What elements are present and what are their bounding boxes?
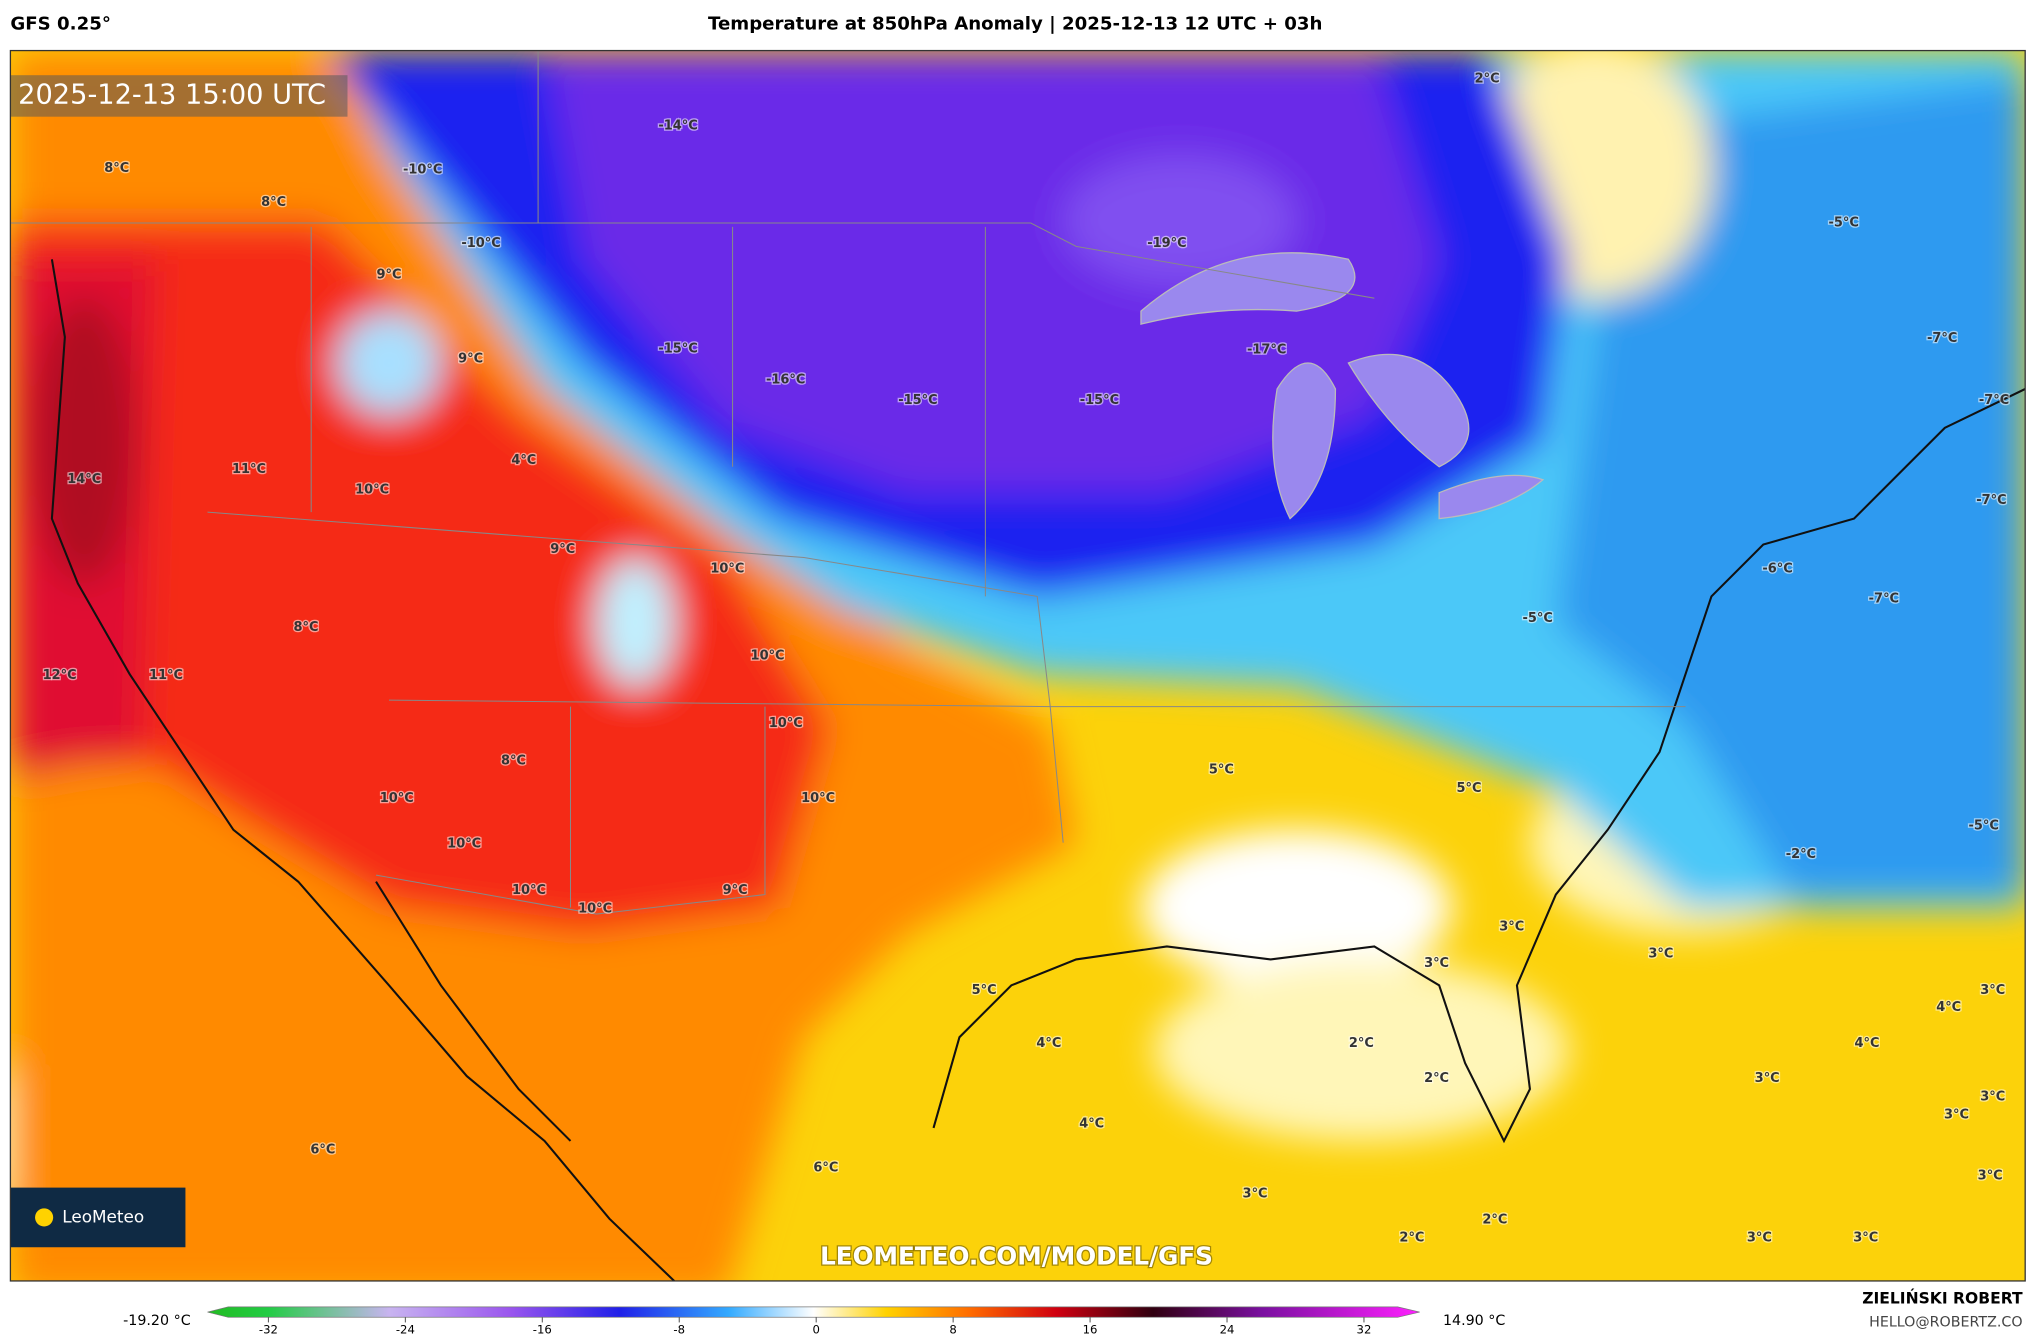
temperature-label: 3°C bbox=[1755, 1071, 1780, 1086]
author: ZIELIŃSKI ROBERT bbox=[1862, 1289, 2023, 1308]
temperature-label: -19°C bbox=[1147, 236, 1186, 251]
temperature-label: 8°C bbox=[261, 195, 286, 210]
temperature-label: 10°C bbox=[355, 483, 389, 498]
temperature-label: 2°C bbox=[1482, 1213, 1507, 1228]
temperature-label: 8°C bbox=[294, 620, 319, 635]
colorbar-tick-label: -24 bbox=[396, 1323, 415, 1337]
temperature-label: -15°C bbox=[898, 393, 937, 408]
colorbar-tick-label: -8 bbox=[673, 1323, 685, 1337]
colorbar-tick-label: 16 bbox=[1083, 1323, 1098, 1337]
temperature-label: 3°C bbox=[1980, 1089, 2005, 1104]
temperature-label: -10°C bbox=[403, 162, 442, 177]
map-labels: 8°C 8°C -10°C -14°C 2°C -10°C 9°C -19°C -5°C 9°C -… bbox=[41, 70, 2010, 1247]
temperature-label: -2°C bbox=[1786, 847, 1816, 862]
temperature-label: 11°C bbox=[149, 668, 183, 683]
temperature-label: -5°C bbox=[1523, 611, 1553, 626]
temperature-label: 9°C bbox=[376, 267, 401, 282]
temperature-label: 10°C bbox=[769, 716, 803, 731]
temperature-label: -17°C bbox=[1247, 343, 1286, 358]
temperature-label: 10°C bbox=[447, 837, 481, 852]
temperature-label: 11°C bbox=[232, 462, 266, 477]
temperature-label: 4°C bbox=[1855, 1036, 1880, 1051]
temperature-label: 3°C bbox=[1499, 920, 1524, 935]
temperature-label: 4°C bbox=[1079, 1117, 1104, 1132]
temperature-label: 3°C bbox=[1944, 1108, 1969, 1123]
temperature-label: -16°C bbox=[766, 372, 805, 387]
temperature-label: 14°C bbox=[67, 472, 101, 487]
temperature-label: 3°C bbox=[1980, 983, 2005, 998]
temperature-label: 9°C bbox=[458, 352, 483, 367]
temperature-label: -7°C bbox=[1976, 493, 2006, 508]
email: HELLO@ROBERTZ.CO bbox=[1869, 1314, 2022, 1330]
temperature-label: 5°C bbox=[972, 983, 997, 998]
temperature-label: 5°C bbox=[1209, 763, 1234, 778]
temperature-label: 5°C bbox=[1456, 781, 1481, 796]
temperature-label: -15°C bbox=[1080, 393, 1119, 408]
map: 2025-12-13 15:00 UTC 8°C 8°C -10°C -14°C 2°C… bbox=[10, 50, 2026, 1281]
temperature-label: 4°C bbox=[1036, 1036, 1061, 1051]
temperature-label: 6°C bbox=[813, 1161, 838, 1176]
temperature-label: -15°C bbox=[658, 341, 697, 356]
temperature-label: 10°C bbox=[710, 562, 744, 577]
temperature-label: 8°C bbox=[104, 161, 129, 176]
timestamp: 2025-12-13 15:00 UTC bbox=[18, 79, 326, 110]
colorbar-tick-label: -32 bbox=[259, 1323, 278, 1337]
temperature-label: -7°C bbox=[1927, 331, 1957, 346]
colorbar-tick-label: -16 bbox=[533, 1323, 552, 1337]
temperature-label: 2°C bbox=[1399, 1231, 1424, 1246]
temperature-label: 9°C bbox=[550, 542, 575, 557]
temperature-label: 10°C bbox=[801, 791, 835, 806]
temperature-label: 3°C bbox=[1853, 1231, 1878, 1246]
temperature-label: 3°C bbox=[1243, 1187, 1268, 1202]
colorbar bbox=[207, 1306, 1420, 1318]
colorbar-tick-label: 8 bbox=[949, 1323, 956, 1337]
temperature-label: 6°C bbox=[310, 1143, 335, 1158]
temperature-label: 9°C bbox=[723, 883, 748, 898]
temperature-label: 8°C bbox=[501, 754, 526, 769]
temperature-label: -10°C bbox=[461, 236, 500, 251]
temperature-label: 2°C bbox=[1475, 72, 1500, 87]
temperature-label: 3°C bbox=[1978, 1168, 2003, 1183]
temperature-label: 4°C bbox=[1936, 1000, 1961, 1015]
temperature-label: 10°C bbox=[512, 883, 546, 898]
temperature-label: -5°C bbox=[1828, 215, 1858, 230]
temperature-label: 3°C bbox=[1424, 956, 1449, 971]
temperature-label: 3°C bbox=[1648, 947, 1673, 962]
logo: LeoMeteo bbox=[62, 1206, 144, 1226]
temperature-label: 4°C bbox=[511, 453, 536, 468]
temperature-label: -7°C bbox=[1869, 591, 1899, 606]
model-name: GFS 0.25° bbox=[10, 14, 111, 35]
colorbar-tick-label: 0 bbox=[812, 1323, 819, 1337]
colorbar-tick-label: 24 bbox=[1220, 1323, 1235, 1337]
temperature-label: 10°C bbox=[751, 649, 785, 664]
temperature-label: -5°C bbox=[1969, 818, 1999, 833]
map-title: Temperature at 850hPa Anomaly | 2025-12-… bbox=[708, 14, 1322, 35]
temperature-label: 2°C bbox=[1424, 1071, 1449, 1086]
temperature-label: 10°C bbox=[380, 791, 414, 806]
colorbar-tick-label: 32 bbox=[1357, 1323, 1372, 1337]
temperature-label: 12°C bbox=[43, 668, 77, 683]
temperature-label: 2°C bbox=[1349, 1036, 1374, 1051]
colorbar-min: -19.20 °C bbox=[123, 1313, 191, 1329]
temperature-label: 10°C bbox=[578, 901, 612, 916]
watermark: LEOMETEO.COM/MODEL/GFS bbox=[820, 1242, 1213, 1271]
temperature-label: 3°C bbox=[1747, 1231, 1772, 1246]
colorbar-max: 14.90 °C bbox=[1443, 1313, 1505, 1329]
temperature-label: -7°C bbox=[1979, 393, 2009, 408]
temperature-label: -14°C bbox=[658, 118, 697, 133]
temperature-label: -6°C bbox=[1762, 562, 1792, 577]
colorbar-ticks: -32 -24 -16 -8 0 8 16 24 32 bbox=[259, 1317, 1372, 1337]
